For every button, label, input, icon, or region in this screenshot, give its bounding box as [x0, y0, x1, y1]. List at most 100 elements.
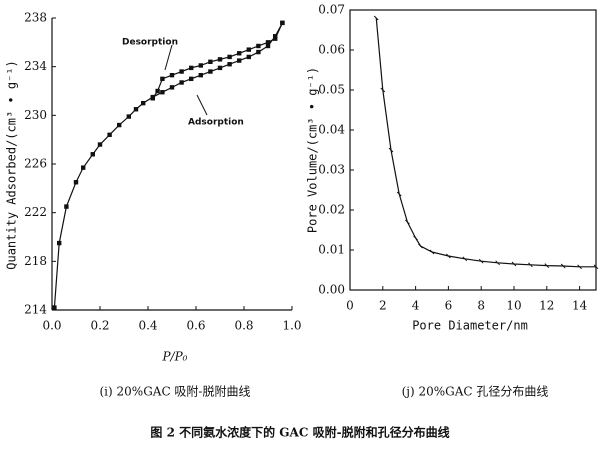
point [478, 258, 484, 264]
point [256, 43, 261, 49]
y-tick-label: 0.04 [318, 123, 345, 137]
point [273, 36, 278, 41]
point [265, 40, 271, 45]
point [179, 80, 184, 85]
y-tick-label: 214 [24, 303, 47, 317]
x-axis-title: Pore Diameter/nm [412, 319, 528, 333]
point [81, 165, 86, 170]
x-tick-label: 8 [477, 299, 485, 313]
point [117, 122, 122, 128]
point [160, 76, 165, 82]
y-tick-label: 226 [24, 157, 47, 171]
point [265, 43, 271, 49]
point [446, 253, 451, 259]
x-tick-label: 0.6 [186, 319, 205, 333]
series-line [375, 17, 596, 268]
y-axis-title: Quantity Adsorbed/(cm³ • g⁻¹) [5, 60, 19, 270]
point [577, 264, 582, 270]
point [246, 47, 251, 52]
point [179, 69, 184, 74]
y-tick-label: 0.05 [318, 83, 345, 97]
point [388, 147, 394, 153]
point [189, 65, 194, 71]
point [57, 240, 62, 246]
annotation-arrow [196, 94, 208, 116]
figure-caption: 图 2 不同氨水浓度下的 GAC 吸附-脱附和孔径分布曲线 [150, 425, 449, 440]
caption: (i) 20%GAC 吸附-脱附曲线 [100, 384, 251, 399]
point [593, 264, 599, 270]
y-tick-label: 234 [24, 59, 47, 73]
point [237, 58, 242, 63]
x-tick-label: 4 [412, 299, 420, 313]
point [64, 204, 69, 209]
point [405, 219, 410, 225]
point [380, 87, 386, 93]
x-tick-label: 1.0 [282, 319, 301, 333]
x-tick-label: 10 [506, 299, 521, 313]
point [97, 142, 103, 147]
point [256, 49, 261, 55]
point [107, 132, 112, 137]
x-tick-label: 0.2 [90, 319, 109, 333]
y-tick-label: 238 [24, 11, 47, 25]
point [227, 62, 232, 67]
y-tick-label: 0.00 [318, 283, 345, 297]
point [511, 261, 517, 267]
x-tick-label: 0 [346, 299, 354, 313]
point [90, 152, 95, 157]
point [133, 107, 139, 112]
point [169, 85, 175, 90]
point [273, 34, 278, 39]
y-tick-label: 0.02 [318, 203, 345, 217]
point [373, 15, 379, 21]
point [544, 263, 550, 268]
y-tick-label: 218 [24, 254, 47, 268]
point [160, 90, 165, 95]
point [126, 114, 131, 119]
point [560, 263, 566, 269]
y-tick-label: 0.07 [318, 3, 345, 17]
point [73, 180, 79, 185]
x-tick-label: 2 [379, 299, 387, 313]
point [396, 191, 402, 197]
x-tick-label: 14 [572, 299, 588, 313]
x-axis-title: P/P₀ [161, 350, 187, 364]
x-tick-label: 6 [445, 299, 453, 313]
point [237, 51, 242, 56]
point [462, 256, 468, 262]
point [150, 96, 155, 101]
series-line [152, 22, 283, 99]
annotation: Desorption [122, 38, 178, 48]
series-line [53, 22, 283, 308]
point [246, 54, 251, 60]
point [169, 72, 175, 78]
y-tick-label: 230 [24, 108, 47, 122]
annotation-arrow [164, 44, 173, 71]
x-tick-label: 12 [539, 299, 554, 313]
point [208, 69, 213, 74]
point [141, 100, 146, 106]
plot-frame [349, 9, 597, 291]
point [52, 305, 57, 310]
point [227, 54, 232, 60]
point [217, 57, 223, 62]
x-tick-label: 0.4 [138, 319, 157, 333]
annotation: Adsorption [188, 118, 244, 128]
y-axis-title: Pore Volume/(cm³ • g⁻¹) [306, 67, 320, 233]
x-tick-label: 0.8 [234, 319, 253, 333]
y-tick-label: 222 [24, 205, 47, 219]
point [413, 235, 418, 241]
y-tick-label: 0.03 [318, 163, 345, 177]
point [198, 63, 203, 68]
point [198, 72, 203, 78]
point [208, 59, 213, 64]
x-tick-label: 0.0 [42, 319, 61, 333]
y-tick-label: 0.06 [318, 43, 345, 57]
point [429, 249, 435, 255]
point [495, 260, 500, 266]
point [528, 262, 533, 268]
point [280, 20, 285, 26]
point [155, 88, 160, 94]
point [217, 65, 223, 71]
